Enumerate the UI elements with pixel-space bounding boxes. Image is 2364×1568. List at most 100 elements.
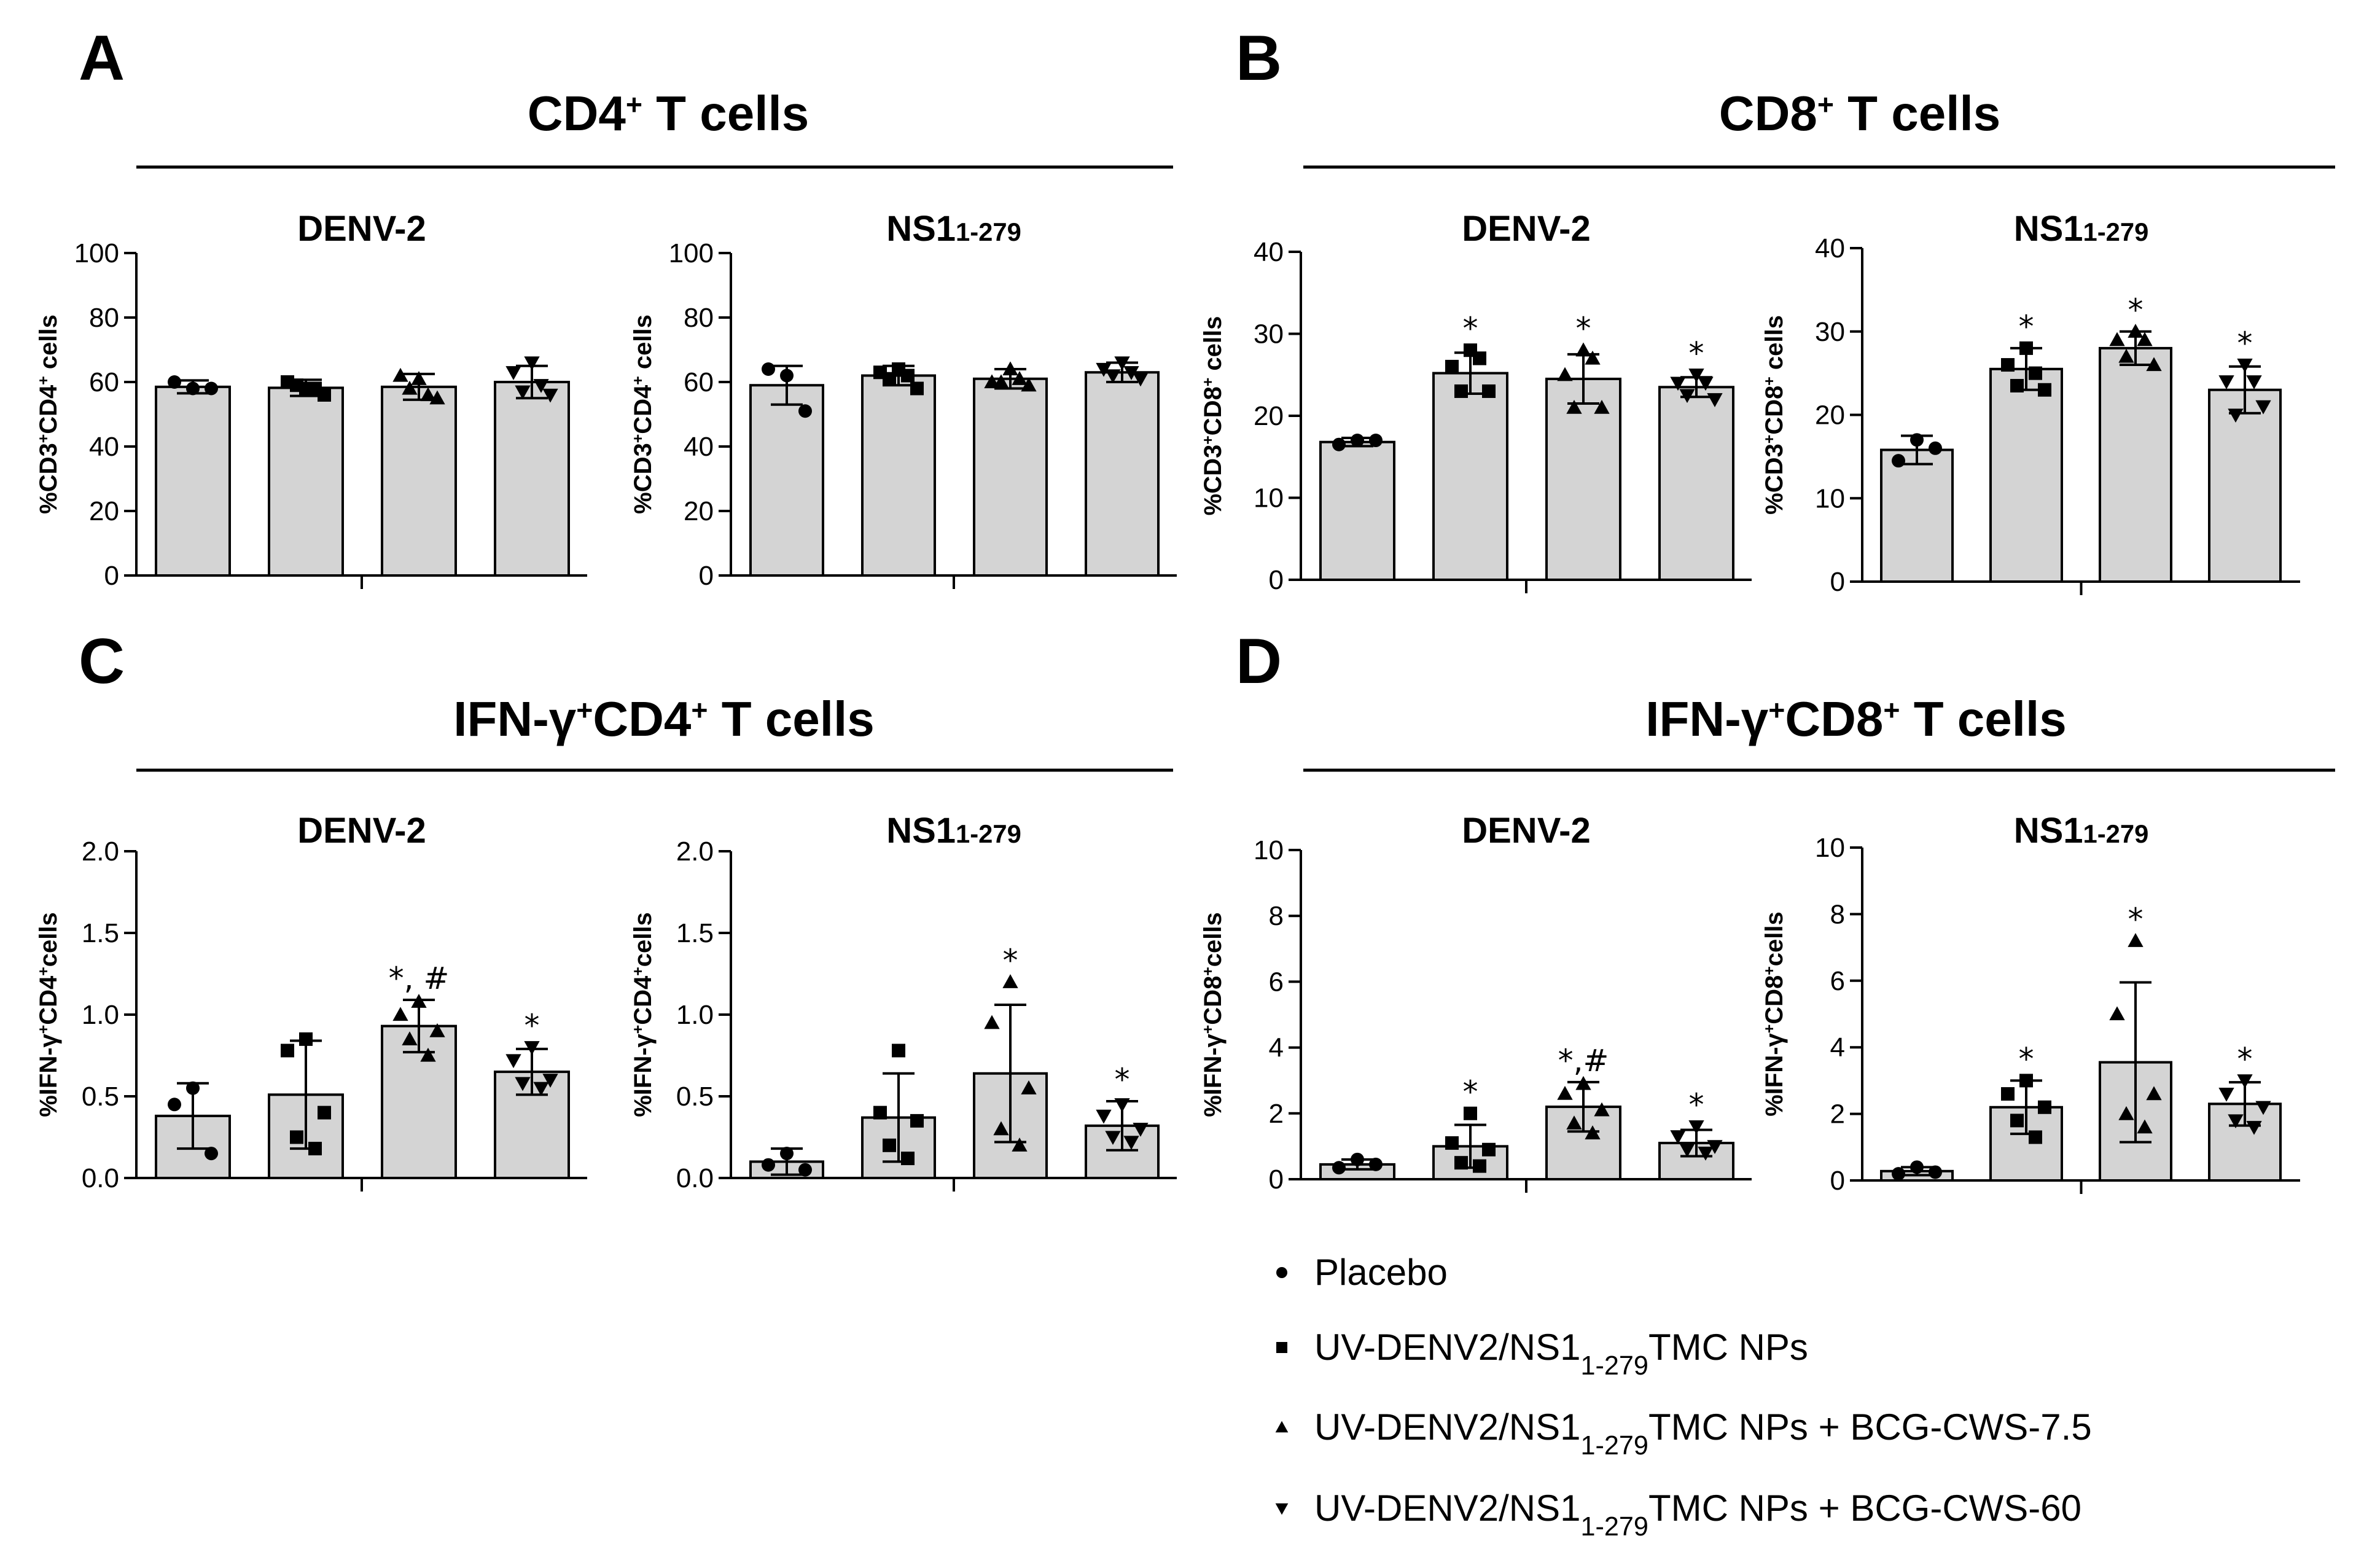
data-point	[1123, 1136, 1139, 1150]
data-point	[1482, 384, 1496, 398]
y-axis-label-part: +	[630, 376, 647, 384]
subplot-title-part: DENV-2	[297, 209, 426, 249]
data-point	[780, 1147, 794, 1161]
bar-group: *	[1989, 309, 2063, 583]
subplot-title: NS11-279	[2014, 209, 2149, 249]
data-point	[1473, 1159, 1486, 1173]
legend-label: UV-DENV2/NS11-279TMC NPs + BCG-CWS-60	[1314, 1488, 2081, 1542]
legend-label-part: UV-DENV2/NS1	[1314, 1327, 1580, 1368]
data-point	[780, 369, 794, 383]
data-point	[2246, 375, 2262, 389]
data-point	[1114, 1098, 1130, 1112]
significance-annotation: *	[1689, 335, 1704, 371]
data-point	[1892, 454, 1905, 468]
data-point	[505, 1054, 521, 1069]
y-tick-label: 60	[684, 367, 714, 397]
y-axis-label-part: CD8	[1761, 386, 1788, 435]
bar-group: *	[2208, 1041, 2282, 1182]
data-point	[762, 362, 775, 376]
y-axis-label-part: +	[1200, 435, 1217, 444]
data-point	[1445, 1136, 1459, 1150]
data-point	[1670, 376, 1686, 391]
data-point	[2038, 383, 2051, 397]
data-point	[883, 1138, 896, 1152]
data-point	[411, 371, 427, 385]
panel-title-part: +	[691, 694, 708, 726]
legend-item: UV-DENV2/NS11-279TMC NPs + BCG-CWS-60	[1275, 1488, 2081, 1542]
bar	[1545, 377, 1621, 581]
bar-group	[749, 362, 824, 577]
data-point	[1566, 400, 1582, 414]
panel-title-part: T cells	[642, 86, 809, 141]
data-point	[1557, 367, 1573, 381]
bar-group	[1085, 356, 1160, 577]
data-point	[420, 1047, 436, 1062]
y-tick-label: 2.0	[82, 837, 119, 867]
y-axis-label: %IFN-γ+CD4+cells	[35, 912, 62, 1117]
data-point	[883, 372, 896, 386]
significance-annotation: *	[1689, 1087, 1704, 1123]
subplot-title-part: NS1	[2014, 811, 2083, 851]
data-point	[2218, 1087, 2234, 1102]
y-axis-label-part: +	[1761, 1024, 1778, 1033]
y-tick-label: 20	[1815, 400, 1845, 431]
data-point	[2029, 1130, 2042, 1144]
y-axis-label-part: cells	[1200, 316, 1227, 378]
subplot-title-part: NS1	[886, 811, 956, 851]
data-point	[524, 356, 540, 371]
bar-group	[1319, 434, 1395, 581]
legend-marker-triangle-down	[1275, 1503, 1289, 1515]
bar	[1319, 440, 1395, 581]
y-axis-label-part: +	[36, 376, 52, 384]
bar-group	[1880, 1160, 1954, 1182]
significance-annotation: *,#	[1558, 1043, 1609, 1078]
data-point	[910, 381, 924, 396]
y-axis-label-part: CD4	[630, 384, 657, 434]
data-point	[2228, 408, 2244, 423]
y-tick-label: 0	[104, 561, 119, 591]
legend-label-part: TMC NPs	[1648, 1327, 1808, 1368]
data-point	[2255, 1101, 2271, 1115]
significance-annotation: *	[1463, 1074, 1478, 1110]
y-axis-label-part: CD8	[1761, 975, 1788, 1024]
data-point	[290, 378, 303, 392]
data-point	[1929, 1165, 1942, 1179]
data-point	[2146, 1086, 2162, 1101]
data-point	[2038, 1100, 2051, 1114]
data-point	[2109, 1006, 2125, 1021]
data-point	[1688, 369, 1704, 383]
legend-marker-circle	[1276, 1267, 1287, 1278]
y-tick-label: 1.5	[82, 918, 119, 948]
data-point	[533, 1082, 549, 1096]
subplot-title-part: 1-279	[2083, 819, 2149, 848]
data-point	[1594, 400, 1610, 414]
data-point	[1679, 389, 1695, 404]
bar-group: *	[1658, 1087, 1734, 1181]
y-axis-label-part: cells	[35, 314, 62, 376]
y-tick-label: 10	[1254, 835, 1284, 865]
data-point	[1012, 371, 1028, 385]
y-axis-label-part: %IFN-γ	[35, 1033, 62, 1117]
bar-group	[1319, 1152, 1395, 1181]
y-axis-label: %CD3+CD8+ cells	[1200, 316, 1227, 516]
data-point	[2019, 341, 2033, 355]
data-point	[524, 1041, 540, 1055]
legend-label-part: Placebo	[1314, 1252, 1448, 1293]
y-tick-label: 40	[684, 432, 714, 462]
y-axis-label: %CD3+CD8+ cells	[1761, 315, 1788, 515]
y-tick-label: 0.0	[82, 1163, 119, 1193]
data-point	[1123, 366, 1139, 380]
y-tick-label: 8	[1830, 899, 1845, 929]
legend-item: UV-DENV2/NS11-279TMC NPs	[1276, 1327, 1808, 1381]
legend-label-part: 1-279	[1580, 1512, 1648, 1542]
y-tick-label: 40	[1254, 237, 1284, 267]
data-point	[1114, 356, 1130, 371]
y-axis-label-part: cells	[630, 314, 657, 376]
subplot-title: DENV-2	[297, 209, 426, 249]
data-point	[901, 1152, 915, 1166]
y-tick-label: 0	[1269, 565, 1284, 595]
data-point	[411, 994, 427, 1008]
panel-letter-c: C	[79, 626, 125, 697]
bar-group: *	[973, 943, 1048, 1180]
y-axis-label-part: +	[1200, 378, 1217, 386]
